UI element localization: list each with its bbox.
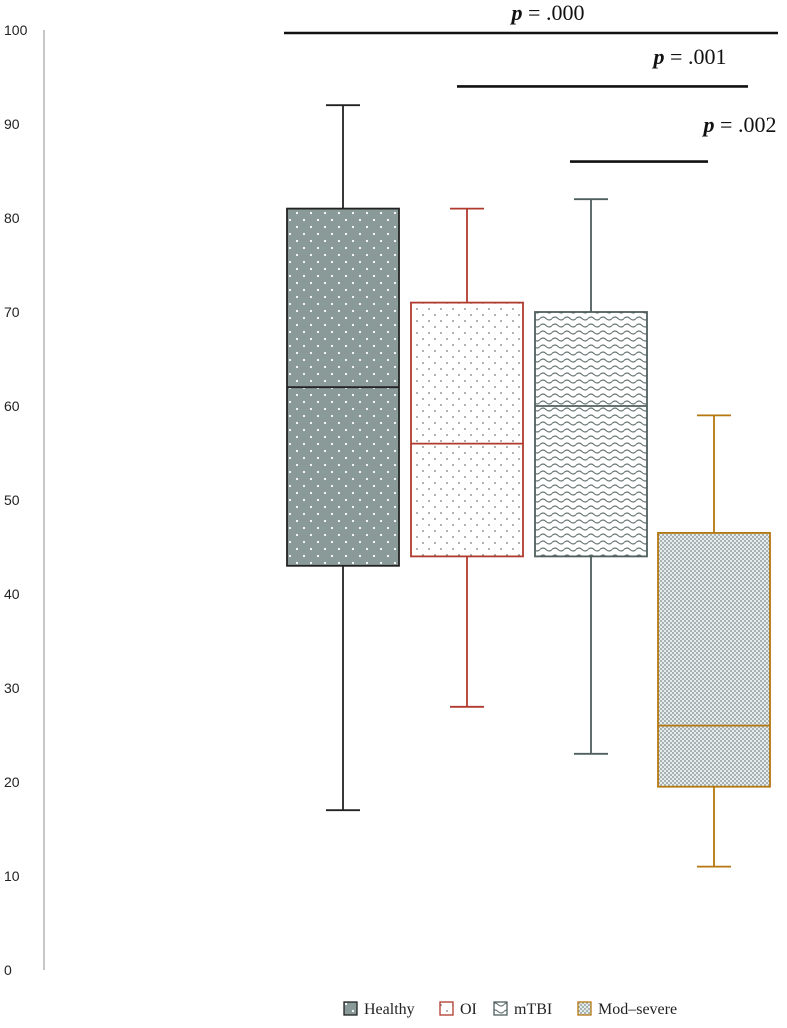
- y-tick-label: 60: [4, 398, 20, 414]
- legend-label: mTBI: [514, 1001, 552, 1018]
- legend-swatch: [343, 1001, 358, 1016]
- legend-swatch: [493, 1001, 508, 1016]
- p-value: = .000: [523, 0, 585, 25]
- box-iqr: [657, 532, 771, 788]
- box-iqr: [410, 301, 524, 558]
- legend: Healthy OI mTBI Mod–severe: [343, 1001, 677, 1018]
- box-iqr: [534, 311, 648, 558]
- legend-label: OI: [460, 1001, 477, 1018]
- y-axis-ticks: 0 10 20 30 40 50 60 70 80 90 100: [4, 22, 28, 978]
- y-tick-label: 0: [4, 962, 12, 978]
- significance-label: p = .000: [510, 0, 585, 25]
- box-mtbi: [534, 198, 648, 755]
- y-tick-label: 70: [4, 304, 20, 320]
- legend-item-mtbi: mTBI: [493, 1001, 552, 1018]
- box-plot-series: [286, 104, 771, 868]
- y-tick-label: 90: [4, 116, 20, 132]
- legend-label: Mod–severe: [598, 1001, 677, 1018]
- significance-label: p = .001: [652, 44, 727, 69]
- p-value: = .001: [665, 44, 727, 69]
- y-tick-label: 40: [4, 586, 20, 602]
- y-tick-label: 10: [4, 868, 20, 884]
- box-healthy: [286, 104, 400, 812]
- significance-label: p = .002: [702, 112, 777, 137]
- p-value: = .002: [715, 112, 777, 137]
- y-tick-label: 50: [4, 492, 20, 508]
- p-symbol: p: [652, 44, 665, 69]
- y-tick-label: 30: [4, 680, 20, 696]
- box-mod-severe: [657, 414, 771, 868]
- legend-label: Healthy: [364, 1001, 415, 1018]
- legend-item-oi: OI: [439, 1001, 477, 1018]
- p-symbol: p: [702, 112, 715, 137]
- y-tick-label: 20: [4, 774, 20, 790]
- box-oi: [410, 207, 524, 708]
- y-tick-label: 100: [4, 22, 28, 38]
- legend-swatch: [577, 1001, 592, 1016]
- legend-item-mod-severe: Mod–severe: [577, 1001, 677, 1018]
- p-symbol: p: [510, 0, 523, 25]
- y-tick-label: 80: [4, 210, 20, 226]
- legend-swatch: [439, 1001, 454, 1016]
- legend-item-healthy: Healthy: [343, 1001, 415, 1018]
